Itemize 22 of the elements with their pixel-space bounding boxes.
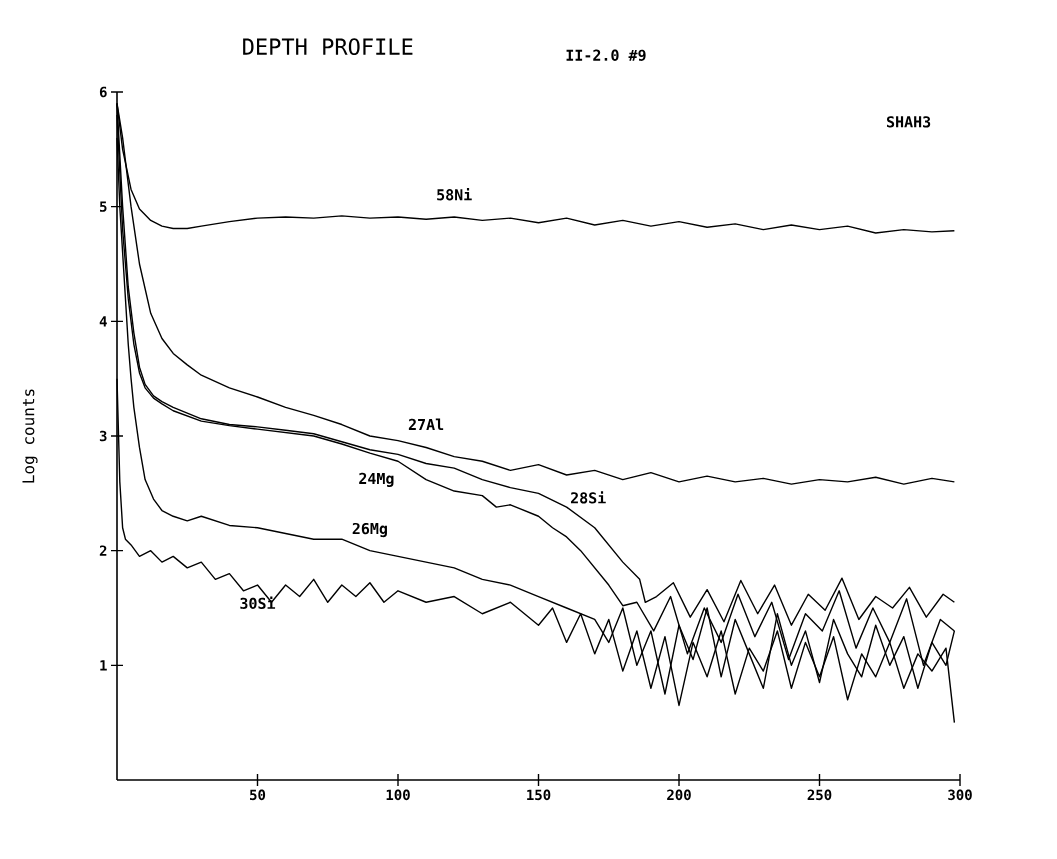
series-label: 28Si — [570, 491, 606, 504]
y-axis-title: Log counts — [22, 389, 38, 483]
series-label: 27Al — [408, 418, 444, 430]
y-tick-label: 5 — [100, 201, 107, 212]
x-tick-label: 100 — [386, 789, 410, 801]
series-label: 26Mg — [352, 522, 387, 538]
series-label: 24Mg — [359, 472, 394, 487]
x-tick-label: 200 — [667, 789, 691, 801]
y-tick-label: 2 — [99, 545, 107, 556]
y-tick-label: 6 — [99, 86, 107, 98]
text: II-2.0 #9 — [566, 49, 646, 61]
series-label: 58Ni — [437, 188, 472, 201]
x-tick-label: 250 — [807, 789, 832, 801]
x-tick-label: 50 — [250, 789, 266, 801]
annotation: SHAH3 — [886, 116, 931, 128]
y-tick-label: 1 — [100, 660, 107, 671]
y-tick-label: 3 — [99, 430, 107, 442]
series-label: 30Si — [240, 596, 276, 610]
x-tick-label: 300 — [948, 789, 972, 801]
chart-title: DEPTH PROFILE — [243, 38, 413, 55]
y-tick-label: 4 — [99, 316, 107, 327]
x-tick-label: 150 — [527, 789, 551, 801]
